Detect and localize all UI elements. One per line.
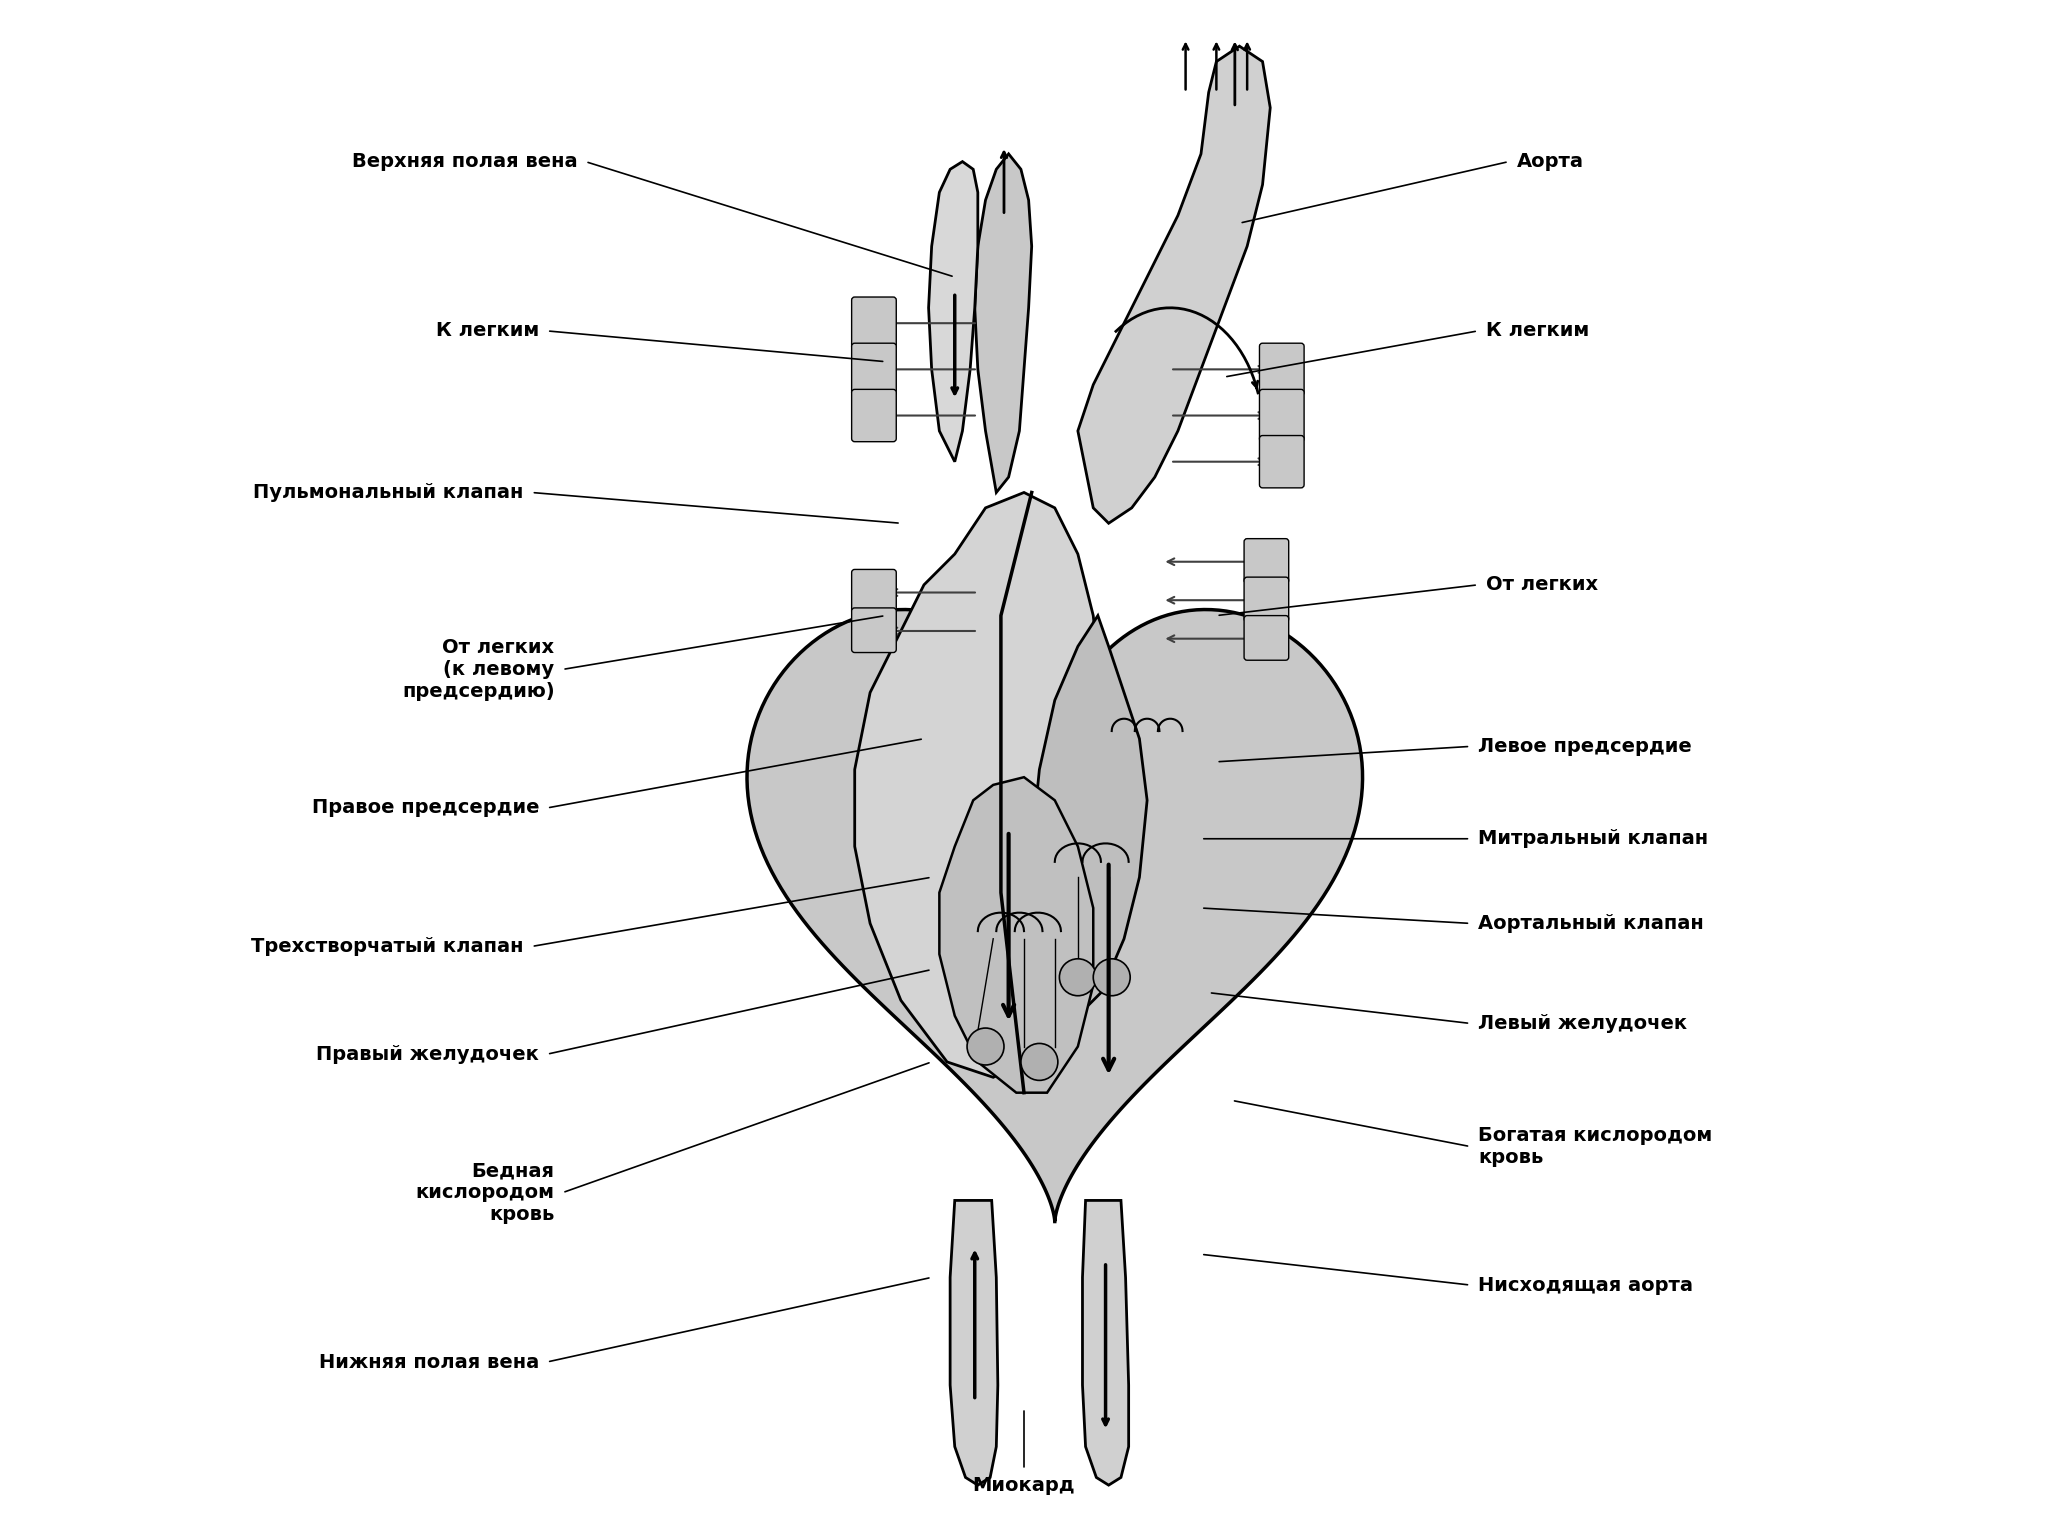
Circle shape xyxy=(1094,959,1130,996)
FancyBboxPatch shape xyxy=(1260,343,1305,396)
Text: К легким: К легким xyxy=(436,322,539,340)
FancyBboxPatch shape xyxy=(1260,389,1305,442)
Text: Богатая кислородом
кровь: Богатая кислородом кровь xyxy=(1479,1127,1712,1167)
Text: Нижняя полая вена: Нижняя полая вена xyxy=(319,1353,539,1371)
FancyBboxPatch shape xyxy=(852,569,897,614)
Text: К легким: К легким xyxy=(1485,322,1589,340)
Circle shape xyxy=(967,1028,1004,1065)
Polygon shape xyxy=(928,162,977,462)
Text: Аортальный клапан: Аортальный клапан xyxy=(1479,914,1704,933)
FancyBboxPatch shape xyxy=(852,389,897,442)
FancyBboxPatch shape xyxy=(1243,577,1288,622)
Text: Нисходящая аорта: Нисходящая аорта xyxy=(1479,1276,1694,1294)
Polygon shape xyxy=(1083,1200,1128,1485)
FancyBboxPatch shape xyxy=(852,343,897,396)
Polygon shape xyxy=(950,1200,997,1485)
Text: Митральный клапан: Митральный клапан xyxy=(1479,830,1708,848)
Text: От легких: От легких xyxy=(1485,576,1597,594)
Circle shape xyxy=(1020,1043,1059,1080)
Polygon shape xyxy=(1077,46,1270,523)
Text: Трехстворчатый клапан: Трехстворчатый клапан xyxy=(252,937,524,956)
Text: Миокард: Миокард xyxy=(973,1476,1075,1494)
FancyBboxPatch shape xyxy=(852,608,897,653)
Text: Пульмональный клапан: Пульмональный клапан xyxy=(254,483,524,502)
Text: Верхняя полая вена: Верхняя полая вена xyxy=(352,152,578,171)
Text: Правое предсердие: Правое предсердие xyxy=(311,799,539,817)
Text: Аорта: Аорта xyxy=(1516,152,1583,171)
FancyBboxPatch shape xyxy=(1243,539,1288,583)
Polygon shape xyxy=(940,777,1094,1093)
FancyBboxPatch shape xyxy=(1243,616,1288,660)
Polygon shape xyxy=(1032,616,1147,1016)
Text: Левое предсердие: Левое предсердие xyxy=(1479,737,1692,756)
Text: Правый желудочек: Правый желудочек xyxy=(315,1045,539,1063)
Polygon shape xyxy=(975,154,1032,492)
Text: Левый желудочек: Левый желудочек xyxy=(1479,1014,1688,1033)
Polygon shape xyxy=(854,492,1102,1077)
FancyBboxPatch shape xyxy=(1260,436,1305,488)
FancyBboxPatch shape xyxy=(852,297,897,349)
Text: От легких
(к левому
предсердию): От легких (к левому предсердию) xyxy=(401,639,555,700)
Circle shape xyxy=(1059,959,1096,996)
Text: Бедная
кислородом
кровь: Бедная кислородом кровь xyxy=(416,1162,555,1224)
Polygon shape xyxy=(748,609,1362,1222)
